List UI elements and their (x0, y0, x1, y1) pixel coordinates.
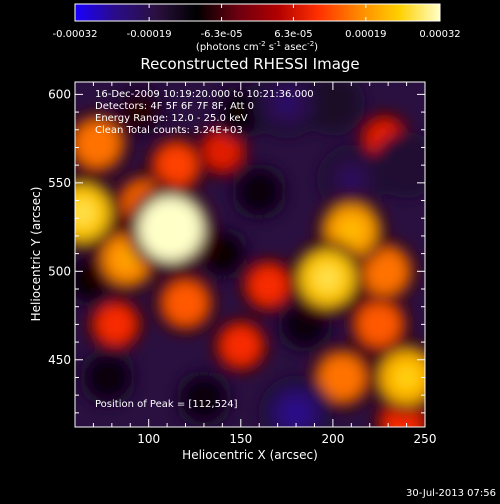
emission-blob-core (75, 200, 95, 225)
positive-emission-blob (163, 281, 208, 326)
positive-emission-blob (361, 248, 408, 295)
plot-frame (74, 81, 426, 428)
chart-title: Reconstructed RHESSI Image (140, 55, 359, 73)
colorbar-tick-label: -6.3e-05 (201, 29, 243, 40)
colorbar-tick-label: 0.00032 (419, 29, 460, 40)
positive-emission-blob (155, 144, 198, 186)
emission-blob-core (156, 214, 185, 243)
colorbar-unit-label: (photons cm-2 s-1 asec-2) (196, 40, 318, 53)
positive-emission-blob (357, 302, 401, 347)
emission-blob-core (284, 401, 308, 425)
negative-emission-blob (383, 142, 425, 189)
emission-blob-core (276, 92, 298, 114)
x-tick-label: 250 (414, 432, 437, 446)
colorbar-gradient (74, 3, 441, 22)
emission-blob-core (395, 365, 419, 389)
info-line-time: 16-Dec-2009 10:19:20.000 to 10:21:36.000 (95, 89, 314, 100)
emission-blob-core (116, 248, 138, 270)
positive-emission-blob (319, 354, 366, 401)
positive-emission-blob (75, 120, 121, 167)
positive-emission-blob (95, 304, 136, 345)
emission-blobs (75, 82, 425, 427)
emission-blob-core (340, 168, 362, 190)
colorbar: -0.00032 -0.00019 -6.3e-05 6.3e-05 0.00019 0.… (53, 3, 461, 53)
emission-blob-core (315, 266, 340, 291)
colorbar-tick-label: 6.3e-05 (274, 29, 312, 40)
plot-image (75, 82, 425, 427)
axis-ticks: 100 150 200 250 450 500 550 600 (48, 82, 436, 446)
negative-emission-blob (202, 233, 242, 274)
colorbar-ticks: -0.00032 -0.00019 -6.3e-05 6.3e-05 0.00019 0.… (53, 4, 461, 40)
x-tick-label: 150 (229, 432, 252, 446)
negative-emission-blob (183, 377, 225, 420)
negative-emission-blob (87, 356, 129, 399)
info-line-counts: Clean Total counts: 3.24E+03 (95, 125, 243, 136)
y-tick-label: 450 (48, 353, 71, 367)
x-tick-label: 100 (137, 432, 160, 446)
info-line-detectors: Detectors: 4F 5F 6F 7F 8F, Att 0 (95, 101, 254, 112)
y-axis-label: Heliocentric Y (arcsec) (29, 187, 43, 322)
negative-emission-blob (120, 93, 158, 131)
y-tick-label: 550 (48, 176, 71, 190)
positive-emission-blob (203, 132, 241, 170)
x-axis-label: Heliocentric X (arcsec) (182, 448, 318, 462)
negative-emission-blob (238, 170, 280, 213)
info-line-energy: Energy Range: 12.0 - 25.0 keV (95, 113, 248, 124)
colorbar-tick-label: 0.00019 (345, 29, 386, 40)
emission-blob-core (340, 219, 363, 242)
y-tick-label: 600 (48, 87, 71, 101)
peak-position-label: Position of Peak = [112,524] (95, 399, 238, 410)
colorbar-tick-label: -0.00019 (127, 29, 172, 40)
negative-emission-blob (310, 82, 356, 126)
positive-emission-blob (221, 325, 261, 366)
x-tick-label: 200 (321, 432, 344, 446)
negative-emission-blob (221, 92, 261, 132)
positive-emission-blob (248, 265, 289, 306)
info-block: 16-Dec-2009 10:19:20.000 to 10:21:36.000… (95, 89, 314, 136)
colorbar-tick-label: -0.00032 (53, 29, 98, 40)
y-tick-label: 500 (48, 264, 71, 278)
timestamp: 30-Jul-2013 07:56 (406, 488, 496, 499)
